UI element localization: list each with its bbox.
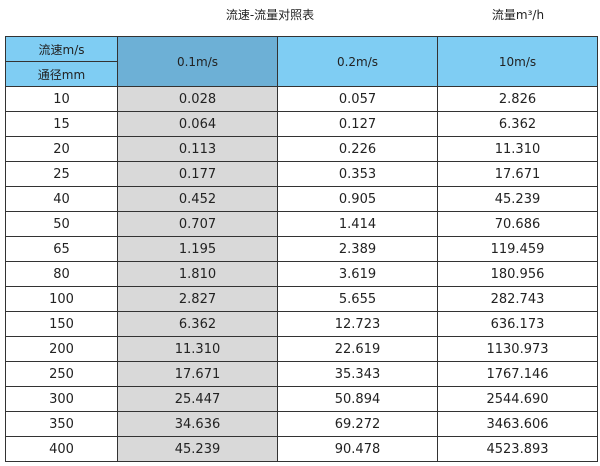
flow-10-cell: 119.459 bbox=[437, 236, 598, 262]
table-row: 20 0.113 0.226 11.310 bbox=[5, 136, 598, 162]
table-row: 25 0.177 0.353 17.671 bbox=[5, 161, 598, 187]
flow-0.1-cell: 0.707 bbox=[117, 211, 278, 237]
table-row: 350 34.636 69.272 3463.606 bbox=[5, 411, 598, 437]
flow-10-cell: 70.686 bbox=[437, 211, 598, 237]
column-header-0.1: 0.1m/s bbox=[117, 36, 278, 87]
table-title: 流速-流量对照表 bbox=[225, 8, 315, 22]
flow-10-cell: 1767.146 bbox=[437, 361, 598, 387]
flow-0.2-cell: 1.414 bbox=[277, 211, 438, 237]
flow-0.2-cell: 0.226 bbox=[277, 136, 438, 162]
table-row: 200 11.310 22.619 1130.973 bbox=[5, 336, 598, 362]
table-row: 40 0.452 0.905 45.239 bbox=[5, 186, 598, 212]
flow-0.2-cell: 3.619 bbox=[277, 261, 438, 287]
flow-0.2-cell: 22.619 bbox=[277, 336, 438, 362]
table-row: 300 25.447 50.894 2544.690 bbox=[5, 386, 598, 412]
diameter-cell: 100 bbox=[5, 286, 118, 312]
flow-0.2-cell: 90.478 bbox=[277, 436, 438, 462]
header-row-2: 通径mm bbox=[5, 61, 598, 87]
diameter-cell: 400 bbox=[5, 436, 118, 462]
flow-10-cell: 2544.690 bbox=[437, 386, 598, 412]
flow-10-cell: 3463.606 bbox=[437, 411, 598, 437]
diameter-cell: 50 bbox=[5, 211, 118, 237]
flow-10-cell: 636.173 bbox=[437, 311, 598, 337]
diameter-cell: 40 bbox=[5, 186, 118, 212]
diameter-cell: 20 bbox=[5, 136, 118, 162]
flow-0.2-cell: 0.127 bbox=[277, 111, 438, 137]
table-row: 250 17.671 35.343 1767.146 bbox=[5, 361, 598, 387]
diameter-cell: 25 bbox=[5, 161, 118, 187]
flow-10-cell: 4523.893 bbox=[437, 436, 598, 462]
diameter-cell: 150 bbox=[5, 311, 118, 337]
diameter-cell: 200 bbox=[5, 336, 118, 362]
table-row: 50 0.707 1.414 70.686 bbox=[5, 211, 598, 237]
diameter-cell: 65 bbox=[5, 236, 118, 262]
diameter-cell: 80 bbox=[5, 261, 118, 287]
velocity-header: 流速m/s bbox=[5, 36, 118, 62]
flow-0.1-cell: 0.452 bbox=[117, 186, 278, 212]
flow-10-cell: 282.743 bbox=[437, 286, 598, 312]
header-row: 流速m/s 0.1m/s 0.2m/s 10m/s bbox=[5, 36, 598, 87]
flow-0.1-cell: 0.113 bbox=[117, 136, 278, 162]
diameter-header: 通径mm bbox=[5, 61, 118, 87]
flow-0.2-cell: 35.343 bbox=[277, 361, 438, 387]
flow-0.2-cell: 2.389 bbox=[277, 236, 438, 262]
column-header-0.2: 0.2m/s bbox=[277, 36, 438, 87]
flow-0.1-cell: 45.239 bbox=[117, 436, 278, 462]
diameter-cell: 250 bbox=[5, 361, 118, 387]
flow-10-cell: 180.956 bbox=[437, 261, 598, 287]
flow-0.2-cell: 5.655 bbox=[277, 286, 438, 312]
flow-0.1-cell: 11.310 bbox=[117, 336, 278, 362]
diameter-cell: 15 bbox=[5, 111, 118, 137]
flow-0.1-cell: 17.671 bbox=[117, 361, 278, 387]
unit-label: 流量m³/h bbox=[491, 8, 545, 22]
flow-0.1-cell: 1.810 bbox=[117, 261, 278, 287]
flow-10-cell: 2.826 bbox=[437, 86, 598, 112]
table-row: 10 0.028 0.057 2.826 bbox=[5, 86, 598, 112]
table-row: 400 45.239 90.478 4523.893 bbox=[5, 436, 598, 462]
diameter-cell: 10 bbox=[5, 86, 118, 112]
table-row: 65 1.195 2.389 119.459 bbox=[5, 236, 598, 262]
flow-0.2-cell: 12.723 bbox=[277, 311, 438, 337]
flow-0.1-cell: 1.195 bbox=[117, 236, 278, 262]
flow-0.1-cell: 0.064 bbox=[117, 111, 278, 137]
flow-0.2-cell: 0.057 bbox=[277, 86, 438, 112]
flow-10-cell: 11.310 bbox=[437, 136, 598, 162]
column-header-10: 10m/s bbox=[437, 36, 598, 87]
flow-0.1-cell: 6.362 bbox=[117, 311, 278, 337]
flow-table: 流速m/s 0.1m/s 0.2m/s 10m/s 通径mm 10 0.028 0.… bbox=[5, 36, 598, 462]
flow-0.1-cell: 0.028 bbox=[117, 86, 278, 112]
diameter-cell: 300 bbox=[5, 386, 118, 412]
table-row: 100 2.827 5.655 282.743 bbox=[5, 286, 598, 312]
table-row: 80 1.810 3.619 180.956 bbox=[5, 261, 598, 287]
flow-10-cell: 1130.973 bbox=[437, 336, 598, 362]
diameter-cell: 350 bbox=[5, 411, 118, 437]
flow-0.1-cell: 34.636 bbox=[117, 411, 278, 437]
flow-0.1-cell: 25.447 bbox=[117, 386, 278, 412]
flow-0.2-cell: 69.272 bbox=[277, 411, 438, 437]
flow-0.1-cell: 0.177 bbox=[117, 161, 278, 187]
flow-10-cell: 6.362 bbox=[437, 111, 598, 137]
flow-0.2-cell: 0.905 bbox=[277, 186, 438, 212]
flow-10-cell: 17.671 bbox=[437, 161, 598, 187]
flow-0.2-cell: 0.353 bbox=[277, 161, 438, 187]
table-row: 150 6.362 12.723 636.173 bbox=[5, 311, 598, 337]
flow-0.1-cell: 2.827 bbox=[117, 286, 278, 312]
table-row: 15 0.064 0.127 6.362 bbox=[5, 111, 598, 137]
flow-10-cell: 45.239 bbox=[437, 186, 598, 212]
flow-0.2-cell: 50.894 bbox=[277, 386, 438, 412]
